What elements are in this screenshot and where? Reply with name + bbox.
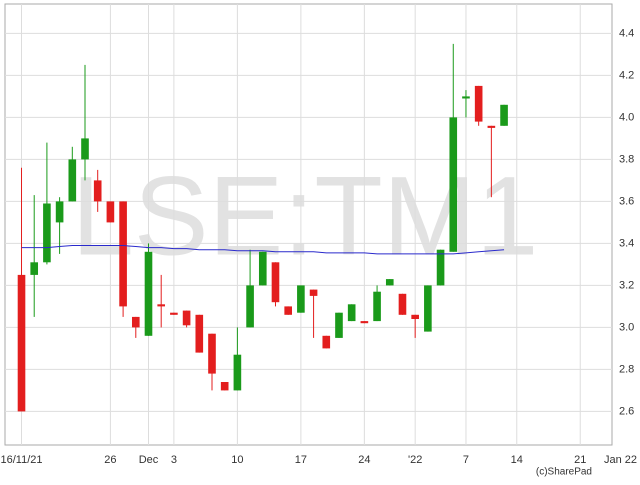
candle-body — [208, 333, 216, 374]
x-tick-label: 26 — [104, 454, 116, 466]
candle-body — [81, 138, 89, 160]
candle-body — [297, 285, 305, 313]
candle-body — [335, 312, 343, 338]
candle-body — [43, 203, 51, 263]
candle-body — [309, 289, 318, 296]
candle-body — [474, 85, 483, 122]
candle-body — [246, 285, 254, 328]
x-tick-label: 14 — [511, 454, 523, 466]
copyright: (c)SharePad — [536, 467, 592, 478]
y-tick-label: 3.4 — [619, 237, 634, 249]
x-tick-label: 7 — [463, 454, 469, 466]
candle-body — [373, 291, 381, 322]
x-tick-label: 3 — [171, 454, 177, 466]
candle-body — [436, 249, 445, 286]
candle-body — [411, 314, 419, 319]
candle-body — [449, 117, 458, 252]
x-end-label: Jan 22 — [604, 454, 637, 466]
candle-body — [322, 335, 331, 349]
x-tick-label: 17 — [295, 454, 307, 466]
plot-area — [4, 3, 613, 446]
y-tick-label: 2.8 — [619, 363, 634, 375]
candle-body — [347, 304, 356, 322]
candle-body — [233, 354, 242, 391]
candle-body — [106, 201, 115, 223]
moving-average — [21, 245, 505, 255]
x-tick-label: 16/11/21 — [1, 454, 43, 466]
candle-body — [424, 285, 432, 332]
candle-body — [157, 304, 166, 307]
x-tick-label: 10 — [231, 454, 243, 466]
y-tick-label: 4.4 — [619, 27, 634, 39]
y-tick-label: 3.0 — [619, 321, 634, 333]
candle-body — [284, 306, 292, 315]
candle-body — [360, 321, 369, 324]
x-tick-label: '22 — [408, 454, 422, 466]
candle-body — [144, 251, 153, 336]
y-tick-label: 2.6 — [619, 405, 634, 417]
y-tick-label: 3.2 — [619, 279, 634, 291]
x-tick-label: 21 — [574, 454, 586, 466]
candle-body — [30, 262, 39, 275]
candle-body — [17, 274, 26, 412]
candle-body — [487, 125, 496, 128]
y-tick-label: 4.2 — [619, 69, 634, 81]
candle-body — [385, 279, 394, 286]
candle-body — [462, 96, 470, 99]
candle-body — [220, 382, 229, 391]
candle-body — [68, 159, 77, 202]
candle-body — [271, 262, 280, 303]
candle-body — [131, 316, 140, 328]
candle-body — [195, 314, 204, 353]
y-tick-label: 3.8 — [619, 153, 634, 165]
candle-body — [398, 293, 407, 315]
y-tick-label: 4.0 — [619, 111, 634, 123]
candle-body — [258, 251, 267, 286]
x-tick-label: Dec — [139, 454, 159, 466]
x-tick-label: 24 — [358, 454, 370, 466]
y-tick-label: 3.6 — [619, 195, 634, 207]
candle-body — [500, 104, 508, 126]
watermark: LSE:TM1 — [72, 154, 539, 279]
candle-body — [182, 310, 191, 326]
candle-body — [93, 180, 102, 202]
candle-body — [170, 312, 178, 315]
candle-body — [119, 201, 127, 307]
candle-body — [55, 201, 64, 223]
